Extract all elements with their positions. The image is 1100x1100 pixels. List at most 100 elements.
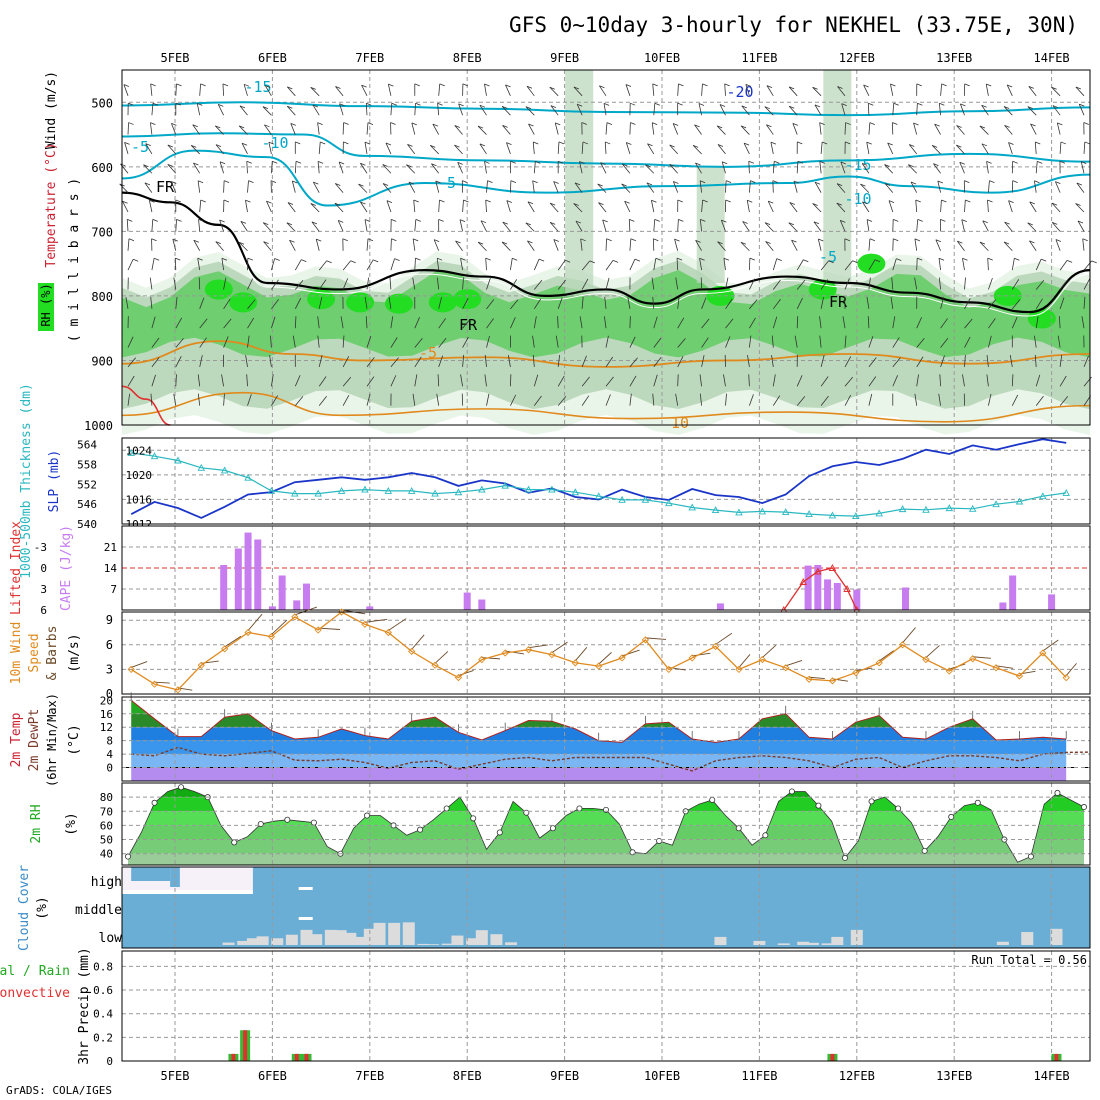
- wind-barb: [647, 143, 655, 155]
- wind-barb: [245, 199, 251, 203]
- wind-barb: [817, 238, 822, 251]
- wind-barb: [938, 257, 945, 261]
- panel-frame: [121, 866, 1091, 949]
- wind-barb: [438, 337, 447, 348]
- thickness-marker: [291, 489, 299, 497]
- wind-barb: [814, 104, 822, 116]
- wind-barb: [719, 104, 726, 107]
- contour-label: FR: [459, 316, 478, 334]
- wind-barb: [721, 161, 726, 174]
- wind-barb: [820, 355, 825, 368]
- wind-barb: [845, 141, 851, 145]
- wind-barb: [724, 83, 726, 96]
- wind-barb: [478, 241, 484, 245]
- rh-marker: [1027, 853, 1034, 860]
- wind-barb: [940, 355, 945, 368]
- wind-barb: [342, 260, 351, 271]
- wind-barb: [551, 641, 568, 654]
- wind-barb: [239, 105, 248, 116]
- footer-credit: GrADS: COLA/IGES: [6, 1084, 112, 1097]
- wind-barb: [340, 316, 344, 329]
- wind-barb: [625, 142, 631, 155]
- wind-barb: [748, 161, 750, 174]
- precip-tick-label: 0.2: [93, 1031, 113, 1044]
- wind-barb: [749, 257, 756, 261]
- wind-barb: [1029, 201, 1035, 205]
- wind-speed-marker: [174, 686, 182, 694]
- lifted-index-marker: [828, 564, 837, 571]
- wind-barb: [198, 219, 201, 232]
- wind-barb: [145, 143, 151, 147]
- rh-band: [128, 853, 1084, 865]
- wind-barb: [128, 102, 134, 106]
- wind-barb: [813, 221, 822, 232]
- wind-barb: [902, 627, 916, 644]
- wind-barb: [765, 241, 774, 251]
- wind-barb: [215, 144, 224, 155]
- wind-barb: [364, 618, 388, 623]
- rh-marker: [709, 796, 716, 803]
- wind-barb: [988, 299, 997, 310]
- wind-axis-label: & Barbs: [45, 626, 60, 681]
- wind-barb: [836, 183, 843, 186]
- wind-barb: [933, 163, 939, 167]
- wind-barb: [630, 122, 636, 125]
- wind-barb: [715, 632, 733, 645]
- wind-barb: [914, 238, 921, 242]
- rh-marker: [815, 802, 822, 809]
- wind-barb: [868, 238, 871, 251]
- wind-barb: [748, 374, 750, 387]
- wind-barb: [271, 395, 279, 406]
- wind-barb: [1051, 202, 1061, 213]
- rh-cell: [229, 292, 258, 313]
- wind-barb: [908, 144, 918, 155]
- wind-barb: [310, 86, 316, 90]
- wind-barb: [222, 83, 224, 96]
- wind-barb: [462, 200, 464, 213]
- wind-barb: [192, 124, 198, 128]
- wind-barb: [247, 335, 250, 348]
- wind-barb: [622, 163, 628, 167]
- wind-barb: [762, 645, 777, 658]
- wind-barb: [197, 180, 204, 184]
- wind-barb: [132, 258, 139, 262]
- wind-barb: [222, 83, 229, 87]
- wind-barb: [391, 218, 397, 222]
- wind-barb: [502, 221, 508, 225]
- wind-barb: [532, 354, 535, 367]
- wind-barb: [151, 238, 157, 242]
- rh-cell: [1027, 308, 1056, 329]
- cape-bar: [254, 539, 262, 610]
- wind-barb: [173, 277, 177, 290]
- lifted-axis-label: Lifted Index: [9, 521, 24, 615]
- wind-barb: [719, 104, 726, 116]
- wind-barb: [717, 144, 724, 147]
- wind-barb: [819, 335, 822, 348]
- wind-barb: [987, 200, 989, 213]
- wind-barb: [695, 240, 702, 251]
- wind-speed-marker: [197, 661, 205, 669]
- wind-barb: [793, 180, 798, 193]
- thickness-marker: [852, 512, 860, 520]
- wind-barb: [144, 182, 153, 193]
- wind-barb: [241, 142, 248, 146]
- rh-marker: [417, 826, 424, 833]
- wind-barb: [358, 183, 368, 193]
- low-cloud-bar: [388, 922, 401, 945]
- wind-barb: [960, 103, 966, 107]
- wind-barb: [1003, 106, 1010, 109]
- high-cloud-edge: [122, 890, 253, 894]
- panel-frame: [121, 437, 1091, 525]
- wind-barb: [796, 259, 804, 271]
- wind-speed-marker: [688, 654, 696, 662]
- precip-axis-label: 3hr Precip (mm): [77, 947, 92, 1064]
- cape-bar: [804, 565, 812, 610]
- isotherm-line: [121, 340, 1091, 368]
- wind-barb: [406, 164, 412, 168]
- wind-barb: [525, 222, 531, 226]
- rh-marker: [523, 809, 530, 816]
- wind-barb: [741, 105, 750, 116]
- wind-barb: [743, 142, 750, 146]
- wind-barb: [629, 375, 637, 387]
- wind-barb: [629, 357, 638, 368]
